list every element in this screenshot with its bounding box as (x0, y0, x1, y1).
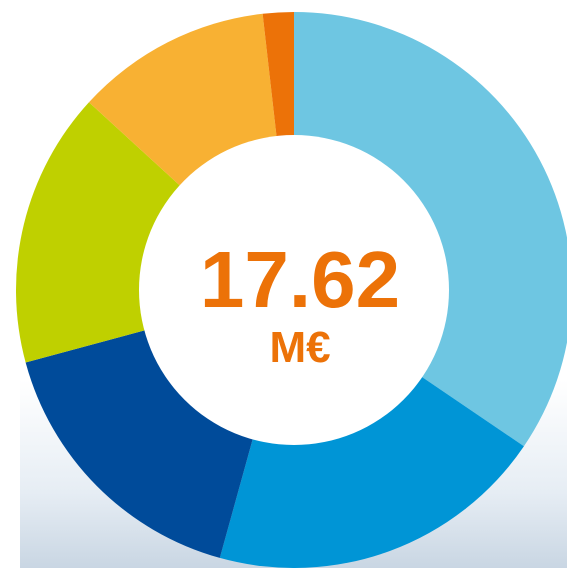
center-value: 17.62 (200, 235, 400, 324)
center-unit: M€ (269, 323, 330, 372)
page: 17.62 M€ (0, 0, 567, 568)
chart: 17.62 M€ (0, 0, 567, 568)
